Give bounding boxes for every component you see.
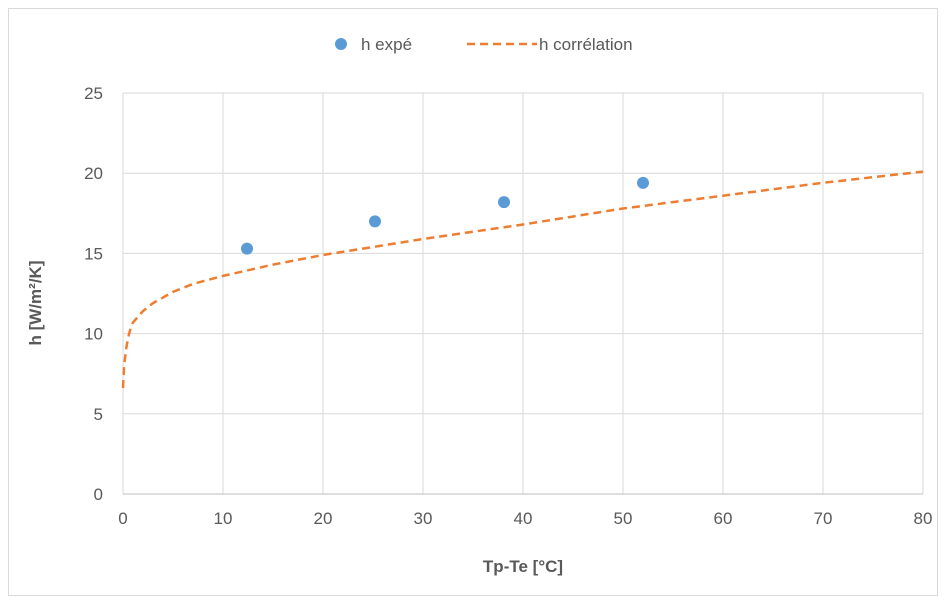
- y-tick-label: 5: [94, 405, 103, 424]
- chart-svg: 0 10 20 30 40 50 60 70 80 0 5 10 15 20 25 Tp-Te [°C] h…: [26, 35, 932, 576]
- x-tick-label: 30: [414, 509, 433, 528]
- tick-layer: 0 10 20 30 40 50 60 70 80 0 5 10 15 20 25: [84, 84, 932, 528]
- x-tick-label: 80: [914, 509, 933, 528]
- series-layer: [121, 170, 924, 389]
- x-tick-label: 10: [214, 509, 233, 528]
- x-axis-title: Tp-Te [°C]: [483, 557, 563, 576]
- legend-marker-h-expe: [335, 38, 347, 50]
- y-tick-label: 0: [94, 485, 103, 504]
- x-tick-label: 20: [314, 509, 333, 528]
- y-tick-label: 10: [84, 325, 103, 344]
- legend-label-h-correlation: h corrélation: [539, 35, 633, 54]
- x-tick-label: 0: [118, 509, 127, 528]
- y-axis-title: h [W/m²/K]: [26, 261, 45, 346]
- data-point-h-expe: [637, 176, 649, 189]
- correlation-line: [121, 170, 924, 389]
- x-tick-label: 40: [514, 509, 533, 528]
- grid-layer: [122, 92, 924, 495]
- x-tick-label: 60: [714, 509, 733, 528]
- chart-frame: 0 10 20 30 40 50 60 70 80 0 5 10 15 20 25 Tp-Te [°C] h…: [8, 8, 938, 596]
- x-tick-label: 50: [614, 509, 633, 528]
- x-tick-label: 70: [814, 509, 833, 528]
- legend-label-h-expe: h expé: [361, 35, 412, 54]
- data-point-h-expe: [498, 196, 510, 209]
- y-tick-label: 15: [84, 244, 103, 263]
- y-tick-label: 20: [84, 164, 103, 183]
- legend: h expé h corrélation: [335, 35, 633, 54]
- data-point-h-expe: [241, 242, 253, 255]
- y-tick-label: 25: [84, 84, 103, 103]
- data-point-h-expe: [369, 215, 381, 228]
